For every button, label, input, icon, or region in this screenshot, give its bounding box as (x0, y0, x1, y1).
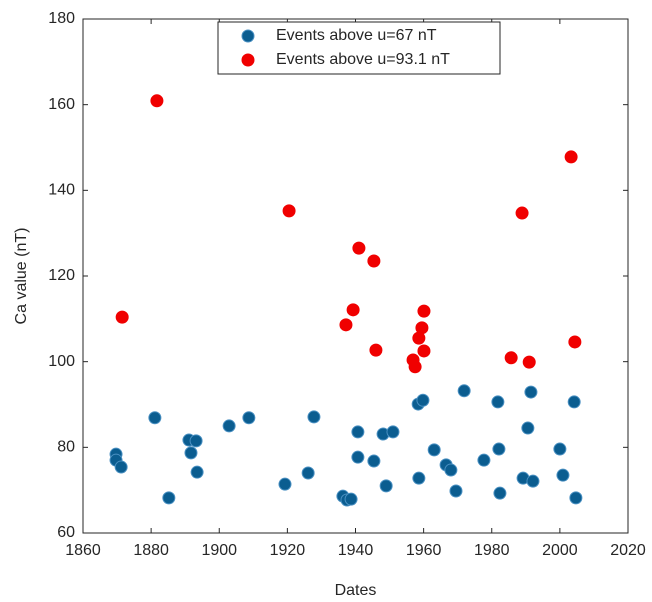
x-tick-label: 1920 (270, 542, 306, 559)
point (222, 419, 236, 433)
point (521, 421, 535, 435)
point (526, 474, 540, 488)
x-axis-label: Dates (335, 582, 377, 599)
point (351, 425, 365, 439)
point (184, 446, 198, 460)
point (369, 343, 383, 357)
plot-frame (82, 18, 629, 534)
point (522, 355, 536, 369)
point (417, 344, 431, 358)
y-tick-label: 160 (48, 96, 75, 113)
point (553, 442, 567, 456)
x-tick-label: 2020 (610, 542, 646, 559)
point (491, 395, 505, 409)
y-tick-label: 100 (48, 353, 75, 370)
legend-marker (241, 53, 255, 67)
point (569, 491, 583, 505)
point (556, 468, 570, 482)
point (351, 450, 365, 464)
legend-marker (241, 29, 255, 43)
point (367, 454, 381, 468)
point (568, 335, 582, 349)
point (162, 491, 176, 505)
point (412, 471, 426, 485)
point (408, 360, 422, 374)
point (352, 241, 366, 255)
point (449, 484, 463, 498)
point (282, 204, 296, 218)
y-tick-label: 80 (57, 439, 75, 456)
x-tick-label: 1960 (406, 542, 442, 559)
point (190, 465, 204, 479)
point (379, 479, 393, 493)
x-tick-label: 1880 (133, 542, 169, 559)
point (457, 384, 471, 398)
point (346, 303, 360, 317)
point (564, 150, 578, 164)
point (114, 460, 128, 474)
point (386, 425, 400, 439)
y-tick-label: 60 (57, 524, 75, 541)
point (115, 310, 129, 324)
y-axis-label: Ca value (nT) (13, 228, 30, 325)
x-tick-label: 1940 (338, 542, 374, 559)
point (367, 254, 381, 268)
x-tick-label: 2000 (542, 542, 578, 559)
x-tick-label: 1860 (65, 542, 101, 559)
legend-label: Events above u=93.1 nT (276, 51, 450, 68)
legend-label: Events above u=67 nT (276, 27, 437, 44)
point (301, 466, 315, 480)
y-tick-label: 180 (48, 10, 75, 27)
point (416, 393, 430, 407)
y-tick-label: 120 (48, 267, 75, 284)
point (242, 411, 256, 425)
point (189, 434, 203, 448)
point (344, 492, 358, 506)
point (567, 395, 581, 409)
point (444, 463, 458, 477)
point (150, 94, 164, 108)
point (492, 442, 506, 456)
point (504, 351, 518, 365)
point (515, 206, 529, 220)
point (339, 318, 353, 332)
point (148, 411, 162, 425)
point (427, 443, 441, 457)
point (417, 304, 431, 318)
x-tick-label: 1980 (474, 542, 510, 559)
point (307, 410, 321, 424)
point (415, 321, 429, 335)
x-tick-label: 1900 (201, 542, 237, 559)
point (278, 477, 292, 491)
y-tick-label: 140 (48, 182, 75, 199)
legend-box (217, 21, 501, 75)
point (477, 453, 491, 467)
point (493, 486, 507, 500)
point (524, 385, 538, 399)
